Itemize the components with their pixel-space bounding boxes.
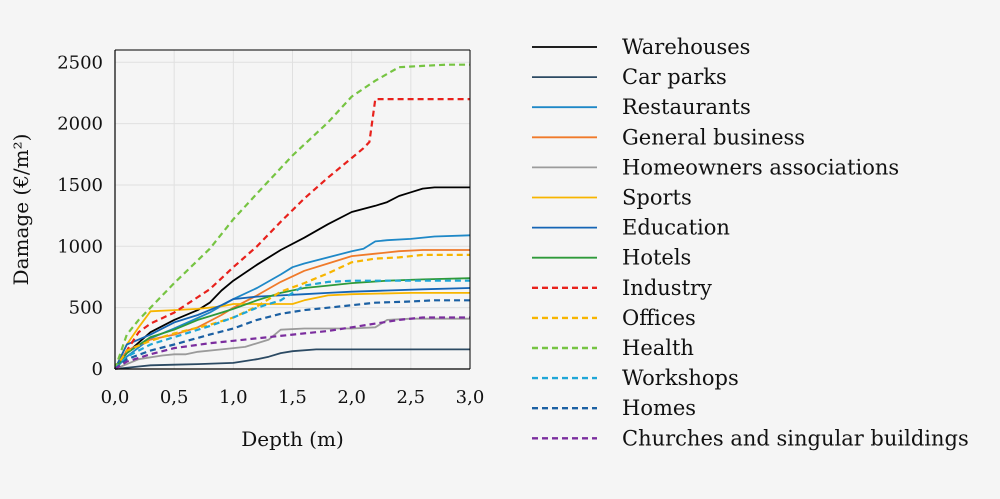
series-line: [114, 292, 470, 370]
x-tick-label: 1,0: [219, 387, 248, 408]
legend-label: Restaurants: [622, 95, 751, 119]
x-tick-label: 0,5: [160, 387, 189, 408]
x-tick-label: 1,5: [278, 387, 307, 408]
x-tick-label: 2,5: [397, 387, 426, 408]
series-line: [113, 63, 470, 370]
series-line: [114, 186, 470, 370]
legend-label: Churches and singular buildings: [622, 426, 969, 450]
y-tick-label: 1500: [57, 175, 103, 196]
series-line: [114, 299, 470, 370]
legend-label: Offices: [622, 306, 696, 330]
series-lines: [113, 63, 471, 370]
x-tick-label: 2,0: [337, 387, 366, 408]
legend-label: Workshops: [622, 366, 739, 390]
legend-label: General business: [622, 125, 805, 149]
x-axis-label: Depth (m): [241, 427, 344, 451]
series-line: [114, 348, 470, 370]
series-line: [114, 249, 470, 370]
series-line: [114, 253, 470, 370]
y-tick-label: 0: [92, 359, 103, 380]
legend-label: Car parks: [622, 65, 727, 89]
series-line: [114, 287, 471, 370]
legend-label: Industry: [622, 276, 712, 300]
legend-label: Sports: [622, 186, 692, 210]
legend: Warehouses Car parks Restaurants General bu…: [532, 35, 969, 450]
series-line: [114, 316, 470, 370]
legend-label: Hotels: [622, 246, 691, 270]
y-axis-label: Damage (€/m²): [9, 134, 33, 286]
x-tick-label: 0,0: [101, 387, 130, 408]
y-tick-label: 2000: [57, 114, 103, 135]
legend-label: Health: [622, 336, 694, 360]
legend-label: Warehouses: [622, 35, 750, 59]
x-tick-label: 3,0: [456, 387, 485, 408]
y-tick-label: 2500: [57, 52, 103, 73]
y-tick-label: 1000: [57, 236, 103, 257]
y-tick-label: 500: [69, 298, 103, 319]
legend-label: Education: [622, 216, 730, 240]
series-line: [114, 98, 470, 370]
legend-label: Homeowners associations: [622, 155, 899, 179]
legend-label: Homes: [622, 396, 696, 420]
